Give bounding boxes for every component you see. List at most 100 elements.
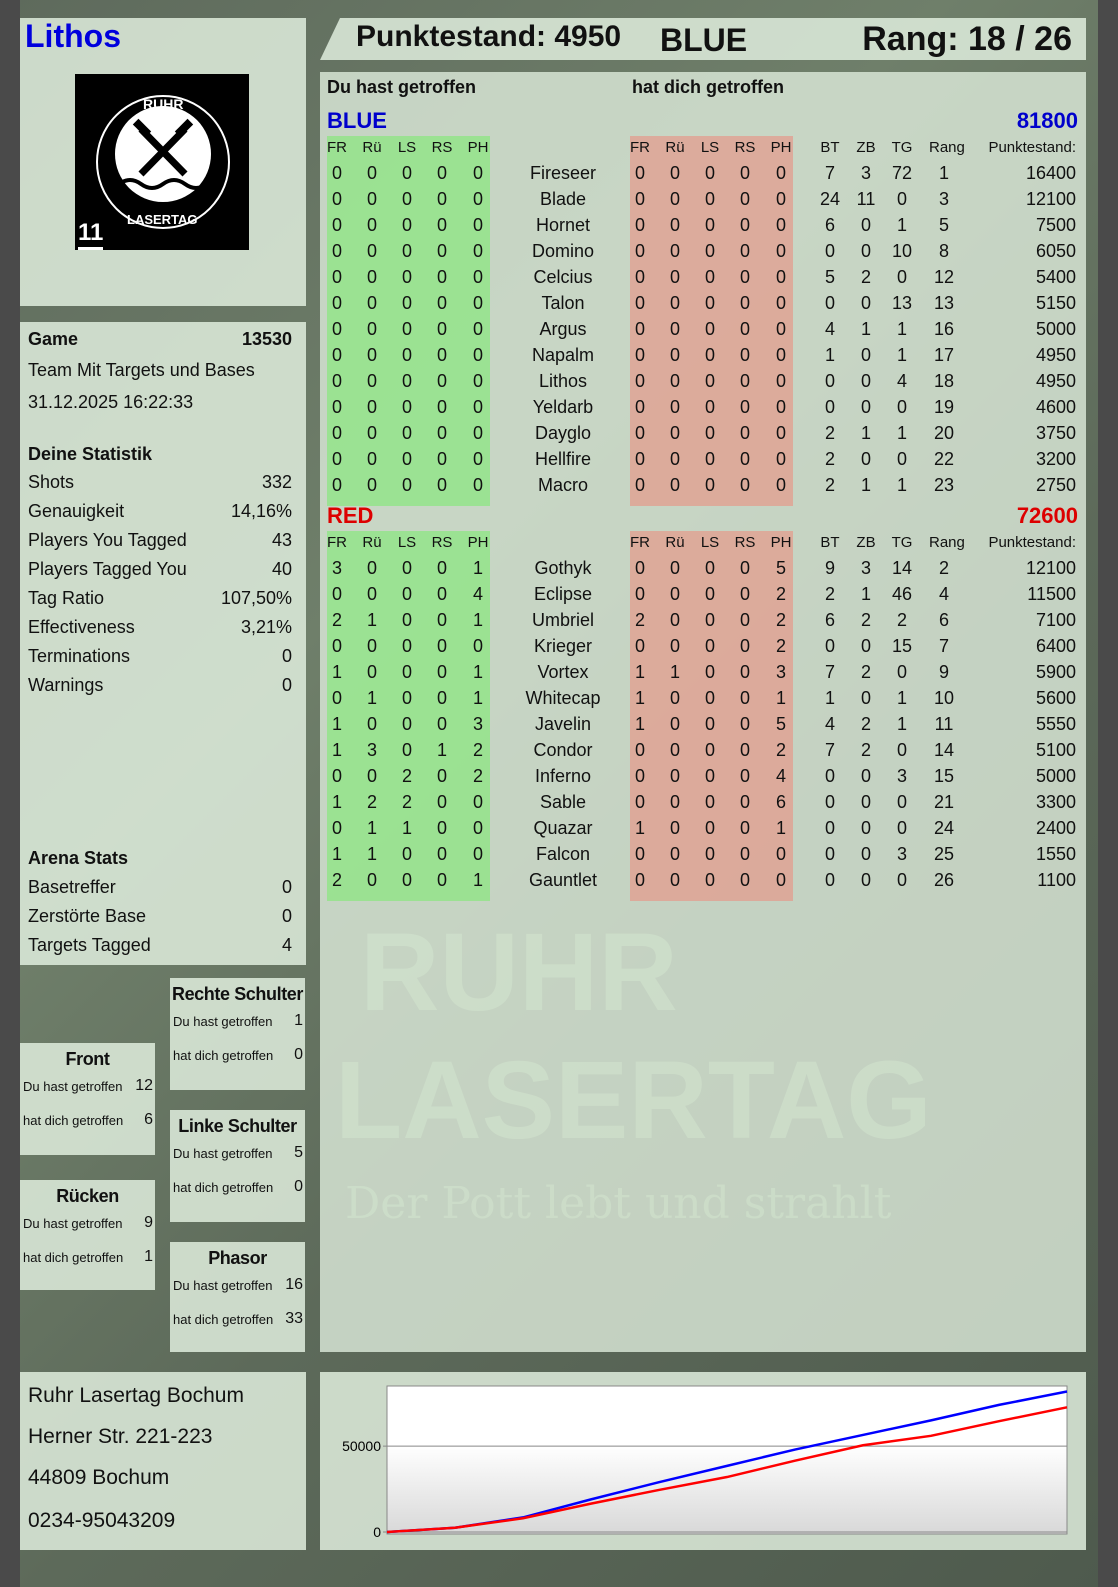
stat-cell: 0 xyxy=(704,610,715,630)
stat-cell: 0 xyxy=(896,267,907,287)
hitzone-hit-you-label: hat dich getroffen xyxy=(173,1180,274,1195)
stat-cell: 0 xyxy=(366,241,377,261)
stat-cell: 0 xyxy=(860,345,871,365)
stat-cell: 1 xyxy=(824,688,835,708)
stat-cell: 0 xyxy=(860,766,871,786)
stat-row: Genauigkeit 14,16% xyxy=(28,501,292,522)
stat-cell: 0 xyxy=(739,423,750,443)
stat-cell: 0 xyxy=(401,449,412,469)
stat-cell: 0 xyxy=(472,818,483,838)
stat-cell: 0 xyxy=(401,558,412,578)
stat-cell: 24 xyxy=(933,818,955,838)
stat-cell: 0 xyxy=(366,345,377,365)
stat-cell: 0 xyxy=(366,449,377,469)
stat-cell: 0 xyxy=(739,844,750,864)
stat-cell: 0 xyxy=(739,584,750,604)
stat-cell: 0 xyxy=(401,397,412,417)
stat-cell: 0 xyxy=(366,163,377,183)
player-name-cell: Javelin xyxy=(534,714,592,734)
stat-cell: 0 xyxy=(634,636,645,656)
hitzone-you-hit-label: Du hast getroffen xyxy=(173,1014,273,1029)
player-name-cell: Blade xyxy=(539,189,587,209)
stat-value: 43 xyxy=(271,530,292,550)
stat-cell: 1 xyxy=(331,740,342,760)
col-header-score: Punktestand: xyxy=(988,534,1076,551)
stat-cell: 4 xyxy=(824,319,835,339)
stat-cell: 0 xyxy=(860,818,871,838)
stat-cell: 1 xyxy=(331,844,342,864)
stat-cell: 4 xyxy=(472,584,483,604)
you-hit-block xyxy=(327,136,490,506)
stat-cell: 0 xyxy=(634,740,645,760)
stat-cell: 0 xyxy=(669,345,680,365)
col-header: LS xyxy=(397,534,417,551)
stat-cell: 0 xyxy=(669,558,680,578)
stat-cell: 0 xyxy=(739,792,750,812)
col-header: RS xyxy=(734,139,756,156)
stat-cell: 0 xyxy=(704,267,715,287)
stat-label: Genauigkeit xyxy=(28,501,125,521)
stat-cell: 0 xyxy=(366,558,377,578)
stat-cell: 0 xyxy=(436,870,447,890)
score-chart: 0 50000 xyxy=(342,1385,1068,1540)
stat-cell: 0 xyxy=(472,319,483,339)
stat-cell: 20 xyxy=(933,423,955,443)
arena-value: 0 xyxy=(281,877,292,897)
col-header: PH xyxy=(467,534,489,551)
game-mode: Team Mit Targets und Bases xyxy=(28,360,255,380)
header-bar: Punktestand: 4950 BLUE Rang: 18 / 26 xyxy=(320,18,1086,60)
stat-cell: 1 xyxy=(938,163,949,183)
stat-cell: 2 xyxy=(938,558,949,578)
player-name-cell: Quazar xyxy=(533,818,593,838)
stat-cell: 0 xyxy=(436,610,447,630)
stat-cell: 0 xyxy=(896,449,907,469)
stat-cell: 0 xyxy=(739,319,750,339)
stat-cell: 0 xyxy=(472,423,483,443)
stat-cell: 0 xyxy=(739,449,750,469)
stat-cell: 12 xyxy=(933,267,955,287)
stat-cell: 0 xyxy=(860,636,871,656)
address-line1: Ruhr Lasertag Bochum xyxy=(28,1384,244,1407)
stat-cell: 1 xyxy=(331,662,342,682)
game-datetime: 31.12.2025 16:22:33 xyxy=(28,392,194,412)
stat-cell: 0 xyxy=(472,345,483,365)
stat-cell: 4 xyxy=(775,766,786,786)
stat-cell: 0 xyxy=(401,870,412,890)
stat-cell: 2 xyxy=(401,766,412,786)
stat-cell: 0 xyxy=(634,449,645,469)
stat-cell: 2 xyxy=(775,636,786,656)
player-score-cell: 5550 xyxy=(1035,714,1076,734)
stats-title: Deine Statistik xyxy=(28,444,153,464)
hitzone-hit-you-label: hat dich getroffen xyxy=(173,1312,274,1327)
player-name-cell: Hellfire xyxy=(534,449,591,469)
stat-cell: 9 xyxy=(938,662,949,682)
stat-cell: 1 xyxy=(331,792,342,812)
stat-cell: 0 xyxy=(331,267,342,287)
stat-cell: 0 xyxy=(739,740,750,760)
col-header: FR xyxy=(327,139,347,156)
stat-cell: 0 xyxy=(472,397,483,417)
stat-cell: 3 xyxy=(331,558,342,578)
stat-cell: 0 xyxy=(824,766,835,786)
you-hit-heading: Du hast getroffen xyxy=(327,77,477,97)
player-name-cell: Eclipse xyxy=(533,584,593,604)
stat-cell: 0 xyxy=(472,844,483,864)
stat-cell: 0 xyxy=(860,397,871,417)
hit-you-heading: hat dich getroffen xyxy=(632,77,784,97)
stat-cell: 2 xyxy=(824,423,835,443)
player-score-cell: 6050 xyxy=(1035,241,1076,261)
player-score-cell: 6400 xyxy=(1035,636,1076,656)
player-score-cell: 2750 xyxy=(1035,475,1076,495)
stat-cell: 0 xyxy=(669,371,680,391)
stat-cell: 0 xyxy=(704,345,715,365)
col-header-score: Punktestand: xyxy=(988,139,1076,156)
stat-cell: 1 xyxy=(472,558,483,578)
stat-cell: 0 xyxy=(331,241,342,261)
stat-cell: 0 xyxy=(739,662,750,682)
stat-cell: 0 xyxy=(366,636,377,656)
stat-cell: 0 xyxy=(739,397,750,417)
stat-cell: 0 xyxy=(436,792,447,812)
stat-cell: 0 xyxy=(669,844,680,864)
stat-cell: 0 xyxy=(739,870,750,890)
stat-cell: 1 xyxy=(896,714,907,734)
